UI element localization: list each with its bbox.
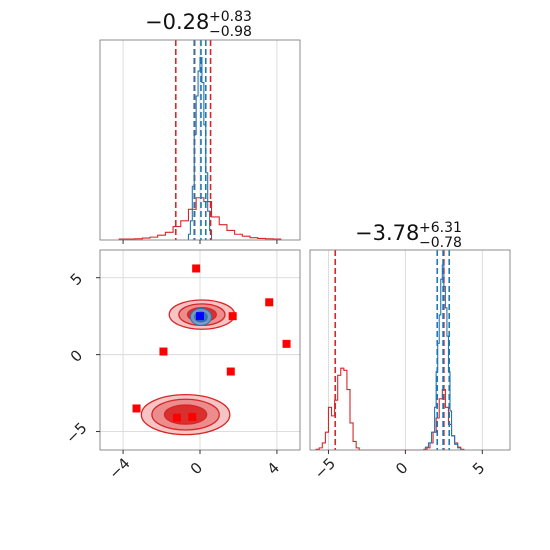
panel-title-1-minus: −0.98 [209, 24, 252, 40]
axes-frame [309, 249, 511, 451]
red-marker [265, 298, 274, 307]
x-tick-labels: −4 0 4 [105, 454, 283, 482]
x-tick-label: 4 [264, 459, 283, 478]
histograms [315, 264, 465, 451]
x-tick-label: 5 [469, 459, 488, 478]
red-marker [132, 404, 141, 413]
panel-title-1-value: −0.28 [145, 10, 209, 34]
panel-title-2-value: −3.78 [355, 221, 419, 245]
quantile-lines [174, 40, 212, 240]
red-histogram [118, 197, 282, 240]
histograms [118, 57, 282, 240]
blue-histogram [424, 264, 462, 450]
red-marker [226, 367, 235, 376]
x-tick-label: −5 [311, 454, 339, 482]
x-tick-label: 0 [392, 459, 411, 478]
blue-marker [196, 312, 204, 321]
red-histogram [315, 367, 465, 451]
contour-panel: −4 0 4 −5 0 5 [62, 249, 301, 483]
red-marker [172, 413, 181, 422]
quantile-lines [334, 250, 451, 450]
red-marker [228, 312, 237, 321]
y-tick-labels: −5 0 5 [62, 269, 90, 447]
panel-title-2-plus: +6.31 [419, 220, 462, 236]
x-tick-labels: −5 0 5 [311, 454, 489, 482]
red-marker [159, 347, 168, 356]
y-tick-label: 0 [67, 346, 86, 365]
y-tick-label: −5 [62, 419, 90, 447]
tick-marks [327, 450, 483, 454]
scatter-points [132, 264, 291, 422]
red-marker [282, 339, 291, 348]
blue-histogram [187, 57, 213, 240]
histogram-param-2: −5 0 5 [309, 249, 511, 483]
grid-lines [328, 250, 483, 450]
contours [140, 299, 236, 436]
grid-lines [122, 40, 278, 240]
panel-title-2-minus: −0.78 [419, 235, 462, 251]
tick-marks [122, 240, 278, 244]
red-marker [192, 264, 201, 273]
x-tick-label: −4 [105, 454, 133, 482]
red-marker [188, 412, 197, 421]
panel-title-1-plus: +0.83 [209, 9, 252, 25]
y-tick-label: 5 [67, 269, 86, 288]
x-tick-label: 0 [187, 459, 206, 478]
grid-lines [100, 250, 300, 450]
tick-marks [96, 277, 278, 454]
histogram-param-1 [99, 39, 301, 244]
red-contour-level [163, 404, 208, 425]
